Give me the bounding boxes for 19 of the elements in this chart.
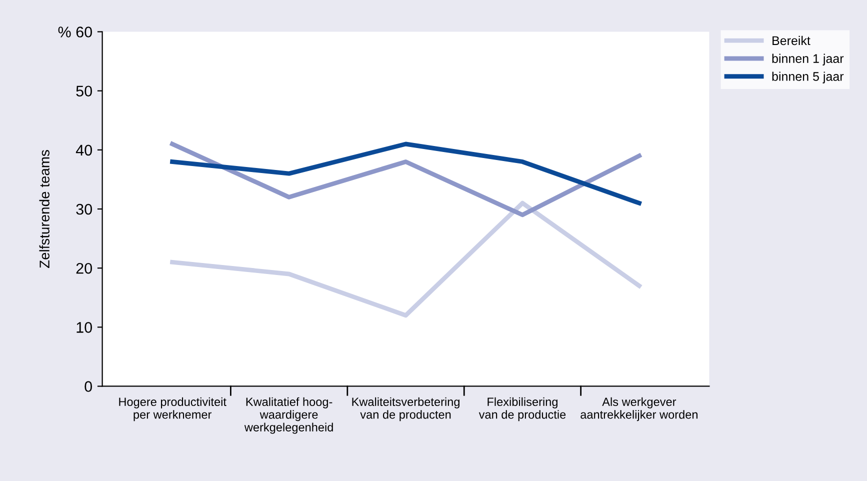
y-tick-label: 20: [76, 262, 92, 274]
y-tick-label: 40: [76, 144, 92, 156]
x-tick-label: Flexibilisering van de productie: [478, 397, 566, 422]
legend-label: Bereikt: [772, 36, 810, 46]
x-tick-label: Hogere productiviteit per werknemer: [119, 397, 226, 422]
x-tick-label: Kwalitatief hoog- waardigere werkgelegenheid: [244, 397, 333, 434]
y-tick-label: 0: [84, 381, 92, 392]
legend-label: binnen 1 jaar: [772, 54, 844, 66]
y-tick-label: % 60: [58, 26, 92, 38]
line-series: [170, 142, 642, 218]
line-series: [170, 200, 642, 318]
x-tick-label: Als werkgever aantrekkelijker worden: [580, 397, 698, 422]
y-tick-label: 50: [76, 86, 92, 97]
line-series: [170, 142, 642, 206]
y-tick-label: 10: [76, 322, 92, 333]
y-axis-title: Zelfsturende teams: [39, 150, 50, 268]
x-tick-label: Kwaliteitsverbetering van de producten: [352, 397, 460, 422]
legend-label: binnen 5 jaar: [772, 72, 844, 84]
y-tick-label: 30: [76, 204, 92, 215]
